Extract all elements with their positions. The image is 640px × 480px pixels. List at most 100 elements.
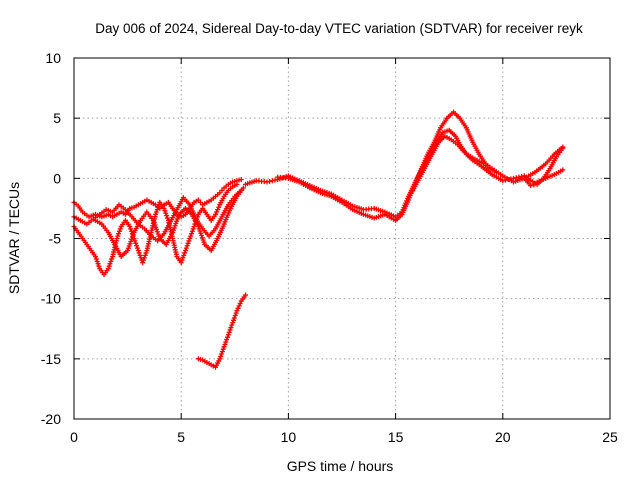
y-tick-label: -20 xyxy=(41,411,61,427)
data-point xyxy=(115,233,121,239)
data-point xyxy=(162,208,168,214)
data-point xyxy=(233,310,239,316)
data-point xyxy=(134,243,140,249)
data-point xyxy=(140,260,146,266)
data-point xyxy=(238,187,244,193)
data-point xyxy=(223,339,229,345)
data-point xyxy=(140,257,146,263)
data-point xyxy=(116,228,122,234)
data-point xyxy=(182,248,188,254)
data-point xyxy=(93,256,99,262)
data-point xyxy=(221,344,227,350)
series-arc-h xyxy=(410,133,499,193)
data-point xyxy=(105,266,111,272)
data-point xyxy=(231,315,237,321)
series-arc-i xyxy=(521,145,566,189)
data-point xyxy=(94,258,100,264)
data-point xyxy=(183,245,189,251)
y-tick-label: -10 xyxy=(41,291,61,307)
data-point xyxy=(133,240,139,246)
series-arc-e xyxy=(195,292,249,370)
data-point xyxy=(164,215,170,221)
data-point xyxy=(227,327,233,333)
data-point xyxy=(180,255,186,261)
data-point xyxy=(161,205,167,211)
plot-border xyxy=(73,57,611,420)
data-point xyxy=(128,228,134,234)
y-axis-label: SDTVAR / TECUs xyxy=(6,182,22,294)
data-point xyxy=(187,236,193,241)
data-point xyxy=(181,252,187,258)
data-point xyxy=(95,261,101,267)
data-point xyxy=(225,334,231,340)
data-point xyxy=(155,204,161,210)
data-point xyxy=(191,223,197,229)
data-point xyxy=(136,250,142,256)
data-point xyxy=(154,207,160,213)
data-point xyxy=(186,238,192,244)
data-point xyxy=(243,292,249,298)
y-tick-label: 0 xyxy=(53,170,61,186)
data-point xyxy=(134,245,140,251)
data-points xyxy=(71,109,566,370)
data-point xyxy=(178,260,184,266)
data-point xyxy=(225,332,231,338)
data-point xyxy=(222,341,228,347)
x-tick-label: 20 xyxy=(495,429,511,445)
data-point xyxy=(232,313,238,319)
data-point xyxy=(116,231,122,237)
data-point xyxy=(152,211,158,217)
data-point xyxy=(218,353,224,359)
data-point xyxy=(224,337,230,343)
data-point xyxy=(231,317,237,323)
y-tick-label: -15 xyxy=(41,351,61,367)
data-point xyxy=(226,329,232,335)
x-tick-label: 15 xyxy=(388,429,404,445)
data-point xyxy=(182,250,188,256)
data-point xyxy=(92,254,98,260)
y-tick-label: -5 xyxy=(49,231,62,247)
y-tick-label: 10 xyxy=(45,50,61,66)
data-point xyxy=(107,261,113,267)
data-point xyxy=(127,223,133,229)
data-point xyxy=(219,351,225,357)
data-point xyxy=(188,231,194,237)
data-point xyxy=(190,226,196,232)
y-tick-label: 5 xyxy=(53,110,61,126)
data-point xyxy=(188,233,194,239)
chart-title: Day 006 of 2024, Sidereal Day-to-day VTE… xyxy=(95,21,583,36)
x-tick-label: 25 xyxy=(602,429,618,445)
data-point xyxy=(117,226,123,232)
data-point xyxy=(220,346,226,352)
axis-ticks: 0 5 10 15 20 25 -20 -15 -10 -5 0 5 10 xyxy=(41,50,618,445)
x-axis-label: GPS time / hours xyxy=(287,458,394,474)
data-point xyxy=(493,169,499,175)
x-tick-label: 10 xyxy=(281,429,297,445)
data-point xyxy=(560,145,566,151)
data-point xyxy=(560,167,566,173)
data-point xyxy=(135,248,141,254)
data-point xyxy=(96,263,102,269)
data-point xyxy=(217,356,223,362)
data-point xyxy=(185,240,191,246)
data-point xyxy=(108,258,114,264)
x-tick-label: 5 xyxy=(177,429,185,445)
data-point xyxy=(109,256,115,262)
data-point xyxy=(142,252,148,258)
data-point xyxy=(179,257,185,263)
x-tick-label: 0 xyxy=(70,429,78,445)
data-point xyxy=(143,250,149,256)
data-point xyxy=(219,349,225,355)
data-point xyxy=(234,181,240,187)
data-point xyxy=(128,226,134,232)
data-point xyxy=(137,252,143,258)
data-point xyxy=(114,236,120,241)
series-arc-d xyxy=(71,187,244,244)
data-point xyxy=(228,325,234,331)
data-point xyxy=(238,177,244,183)
grid-lines xyxy=(74,58,610,419)
data-point xyxy=(184,243,190,249)
data-point xyxy=(229,322,235,328)
